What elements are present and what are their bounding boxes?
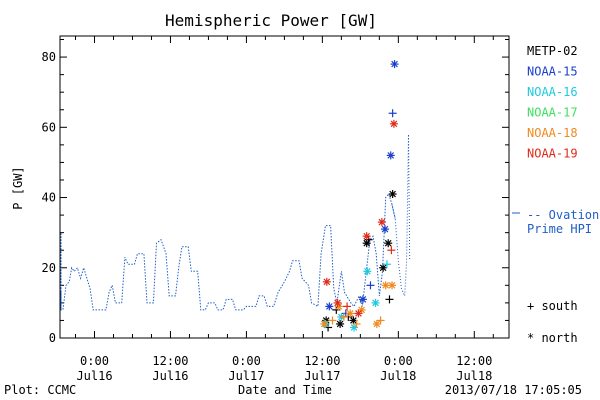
data-point-south [366,281,375,290]
legend-entry: NOAA-16 [527,85,578,99]
x-tick-date-label: Jul17 [228,369,264,383]
x-tick-time-label: 12:00 [304,354,340,368]
data-point-north [349,316,358,325]
legend-ovation-label: -- Ovation [527,208,599,222]
data-point-north [384,239,393,248]
x-tick-date-label: Jul18 [380,369,416,383]
plot-frame [59,35,510,339]
data-point-south [382,260,391,269]
x-tick-time-label: 0:00 [232,354,261,368]
legend: -- Ovation Prime HPI + south * north MET… [512,44,599,345]
data-point-north [386,151,395,160]
data-point-south [352,319,361,328]
data-point-south [385,295,394,304]
legend-entry: NOAA-18 [527,126,578,140]
data-point-north [322,277,331,286]
ovation-line [60,192,396,311]
x-tick-date-label: Jul17 [304,369,340,383]
x-tick-time-label: 12:00 [456,354,492,368]
data-point-north [354,309,363,318]
data-point-north [333,298,342,307]
x-tick-time-label: 12:00 [152,354,188,368]
data-point-north [377,218,386,227]
data-point-south [339,312,348,321]
data-point-north [336,319,345,328]
y-tick-label: 20 [42,261,56,275]
data-point-south [364,235,373,244]
footer-timestamp: 2013/07/18 17:05:05 [445,383,582,397]
ovation-line-recent [391,134,411,297]
data-point-north [320,319,329,328]
y-tick-label: 80 [42,50,56,64]
legend-entry: NOAA-15 [527,65,578,79]
data-point-north [388,190,397,199]
footer-plot-source: Plot: CCMC [4,383,76,397]
data-point-north [362,232,371,241]
y-axis: 0 20 40 60 80 [42,39,509,345]
data-point-north [358,295,367,304]
x-tick-date-label: Jul18 [456,369,492,383]
data-point-north [381,225,390,234]
data-point-north [388,281,397,290]
x-axis-label: Date and Time [238,383,332,397]
data-point-north [363,267,372,276]
y-tick-label: 0 [49,331,56,345]
satellite-points [320,60,399,332]
y-tick-label: 40 [42,191,56,205]
x-tick-time-label: 0:00 [384,354,413,368]
y-tick-label: 60 [42,120,56,134]
data-point-south [388,109,397,118]
data-point-south [343,302,352,311]
data-point-north [346,309,355,318]
data-point-north [362,239,371,248]
plot-area [59,35,510,339]
legend-entry: NOAA-17 [527,106,578,120]
data-point-north [325,302,334,311]
ovation-series [60,134,411,311]
legend-entry: NOAA-19 [527,147,578,161]
data-point-north [389,119,398,128]
x-tick-time-label: 0:00 [80,354,109,368]
x-tick-date-label: Jul16 [76,369,112,383]
y-axis-label: P [GW] [11,166,25,209]
data-point-south [387,246,396,255]
x-tick-date-label: Jul16 [152,369,188,383]
data-point-north [372,319,381,328]
data-point-north [371,298,380,307]
data-point-south [376,316,385,325]
legend-north-symbol: * north [527,331,578,345]
data-point-north [390,60,399,69]
x-axis: 0:00Jul1612:00Jul160:00Jul1712:00Jul170:… [75,36,494,383]
legend-ovation-label-line2: Prime HPI [527,222,592,236]
data-point-south [328,316,337,325]
legend-entry: METP-02 [527,44,578,58]
chart-title: Hemispheric Power [GW] [165,11,377,30]
data-point-north [379,263,388,272]
legend-south-symbol: + south [527,299,578,313]
